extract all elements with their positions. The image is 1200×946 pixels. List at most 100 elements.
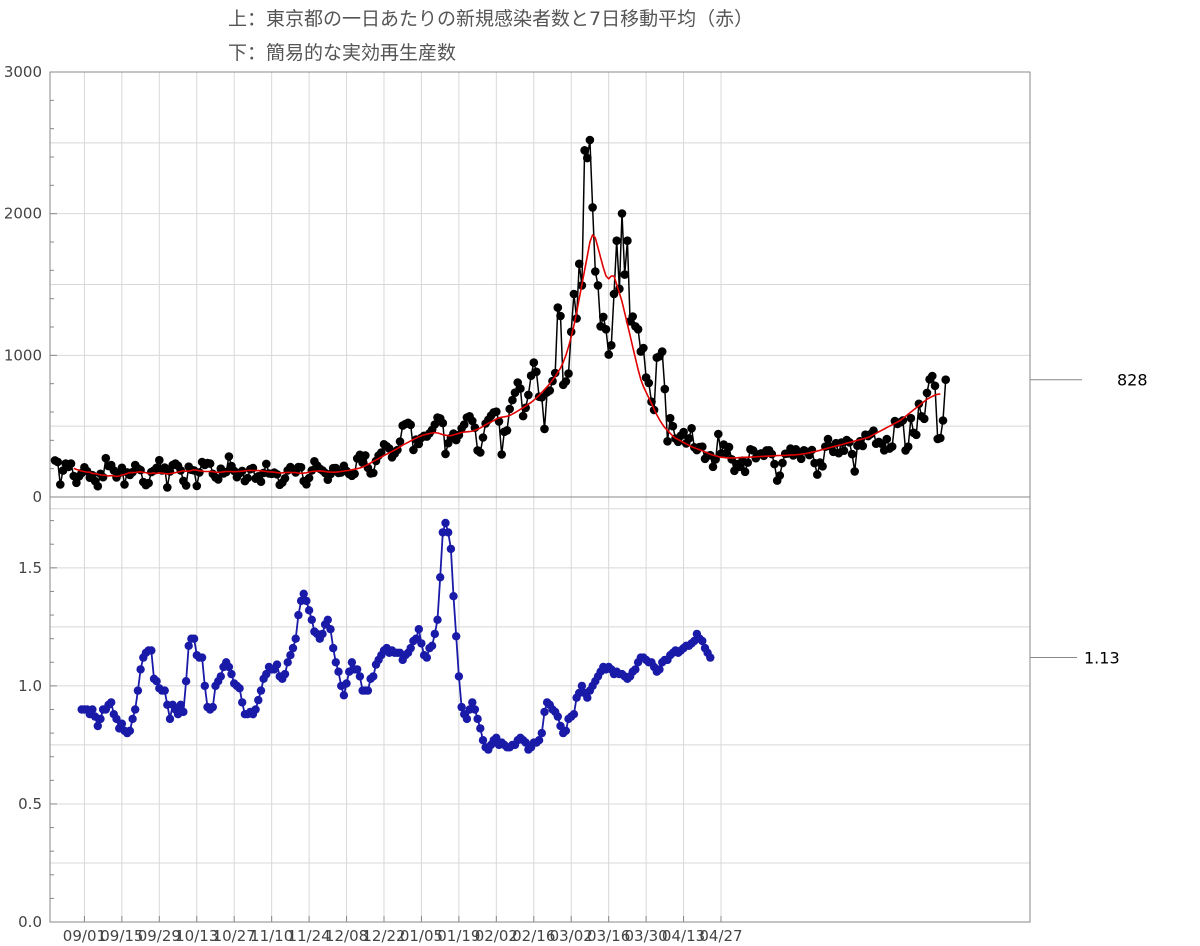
daily-cases-point xyxy=(545,386,555,395)
reproduction-number-point xyxy=(283,658,292,667)
daily-cases-point xyxy=(714,429,723,439)
x-tick-label: 03/30 xyxy=(624,927,667,945)
daily-cases-point xyxy=(628,312,637,321)
daily-cases-point xyxy=(518,411,528,421)
chart-title-bottom: 下：簡易的な実効再生産数 xyxy=(228,42,457,64)
x-tick-label: 04/13 xyxy=(662,927,705,945)
daily-cases-point xyxy=(155,455,164,465)
daily-cases-point xyxy=(663,437,672,446)
daily-cases-point xyxy=(395,437,405,446)
reproduction-number-point xyxy=(353,665,362,674)
reproduction-number-point xyxy=(430,629,439,639)
reproduction-number-point xyxy=(540,707,549,717)
callout-layer: 828 1.13 xyxy=(1030,371,1148,668)
daily-cases-point xyxy=(839,446,849,456)
reproduction-number-point xyxy=(251,705,260,714)
daily-cases-point xyxy=(740,467,750,477)
x-tick-label: 10/13 xyxy=(175,927,218,945)
daily-cases-point xyxy=(350,469,359,479)
daily-cases-point xyxy=(516,384,525,393)
x-tick-label: 01/05 xyxy=(400,927,443,945)
daily-cases-point xyxy=(492,407,501,417)
reproduction-number-point xyxy=(189,634,199,643)
daily-cases-point xyxy=(468,416,477,426)
daily-cases-point xyxy=(617,209,627,218)
daily-cases-point xyxy=(906,413,916,423)
reproduction-number-point xyxy=(427,641,437,650)
daily-cases-point xyxy=(532,367,541,377)
daily-cases-point xyxy=(556,311,565,321)
reproduction-number-point xyxy=(280,669,290,679)
reproduction-number-point xyxy=(235,684,244,693)
reproduction-number-point xyxy=(583,693,592,702)
reproduction-number-point xyxy=(238,698,247,707)
daily-cases-point xyxy=(550,368,560,378)
daily-cases-point xyxy=(593,281,603,290)
daily-cases-point xyxy=(163,483,172,492)
reproduction-number-point xyxy=(457,702,466,712)
daily-cases-point xyxy=(633,325,643,334)
reproduction-number-point xyxy=(302,596,311,606)
reproduction-number-point xyxy=(181,677,191,686)
reproduction-number-point xyxy=(561,726,571,735)
reproduction-number-point xyxy=(492,733,501,742)
daily-cases-point xyxy=(898,416,908,425)
daily-cases-point xyxy=(296,463,306,472)
reproduction-number-point xyxy=(147,646,156,655)
y-tick-label: 0.5 xyxy=(18,795,42,813)
reproduction-number-point xyxy=(339,691,349,700)
daily-cases-point xyxy=(887,442,897,451)
x-tick-label: 11/24 xyxy=(287,927,330,945)
daily-cases-point xyxy=(459,420,469,429)
x-tick-label: 09/29 xyxy=(138,927,181,945)
daily-cases-point xyxy=(144,478,153,488)
daily-cases-point xyxy=(914,399,924,409)
daily-cases-point xyxy=(657,347,667,356)
reproduction-number-point xyxy=(272,660,282,669)
daily-cases-point xyxy=(936,433,945,443)
reproduction-number-point xyxy=(454,672,464,681)
daily-cases-point xyxy=(72,478,81,488)
y-tick-label: 0.0 xyxy=(18,913,42,931)
daily-cases-point xyxy=(684,434,694,443)
daily-cases-point xyxy=(272,470,282,479)
x-tick-label: 03/02 xyxy=(550,927,593,945)
daily-cases-point xyxy=(385,444,394,453)
daily-cases-point xyxy=(920,414,929,424)
daily-cases-point xyxy=(478,433,488,442)
reproduction-number-point xyxy=(433,615,442,624)
daily-cases-point xyxy=(93,481,103,491)
daily-cases-point xyxy=(847,449,857,459)
daily-cases-point xyxy=(101,453,111,463)
daily-cases-line xyxy=(54,139,947,489)
daily-cases-point xyxy=(406,420,416,430)
daily-cases-point xyxy=(192,481,202,491)
reproduction-number-point xyxy=(331,658,340,667)
x-tick-label: 01/19 xyxy=(437,927,480,945)
reproduction-number-point xyxy=(125,726,135,735)
daily-cases-point xyxy=(591,267,600,276)
reproduction-number-point xyxy=(107,698,116,707)
daily-cases-point xyxy=(430,420,440,429)
daily-cases-point xyxy=(698,442,707,452)
daily-cases-point xyxy=(540,424,549,434)
daily-cases-point xyxy=(262,459,271,469)
daily-cases-point xyxy=(668,421,678,431)
daily-cases-point xyxy=(53,457,62,467)
reproduction-number-point xyxy=(262,669,271,679)
reproduction-number-point xyxy=(326,625,335,634)
daily-cases-point xyxy=(497,450,507,459)
series-layer xyxy=(50,135,950,754)
x-tick-label: 12/22 xyxy=(362,927,405,945)
daily-cases-point xyxy=(941,375,950,385)
daily-cases-point xyxy=(438,418,448,428)
daily-cases-point xyxy=(928,371,937,381)
daily-cases-point xyxy=(850,467,859,476)
reproduction-number-point xyxy=(200,681,209,691)
daily-cases-point xyxy=(644,378,654,388)
y-tick-label: 1.5 xyxy=(18,559,42,577)
reproduction-number-point xyxy=(299,589,308,598)
reproduction-number-point xyxy=(160,686,169,695)
daily-cases-point xyxy=(770,459,779,469)
reproduction-number-point xyxy=(334,667,343,676)
